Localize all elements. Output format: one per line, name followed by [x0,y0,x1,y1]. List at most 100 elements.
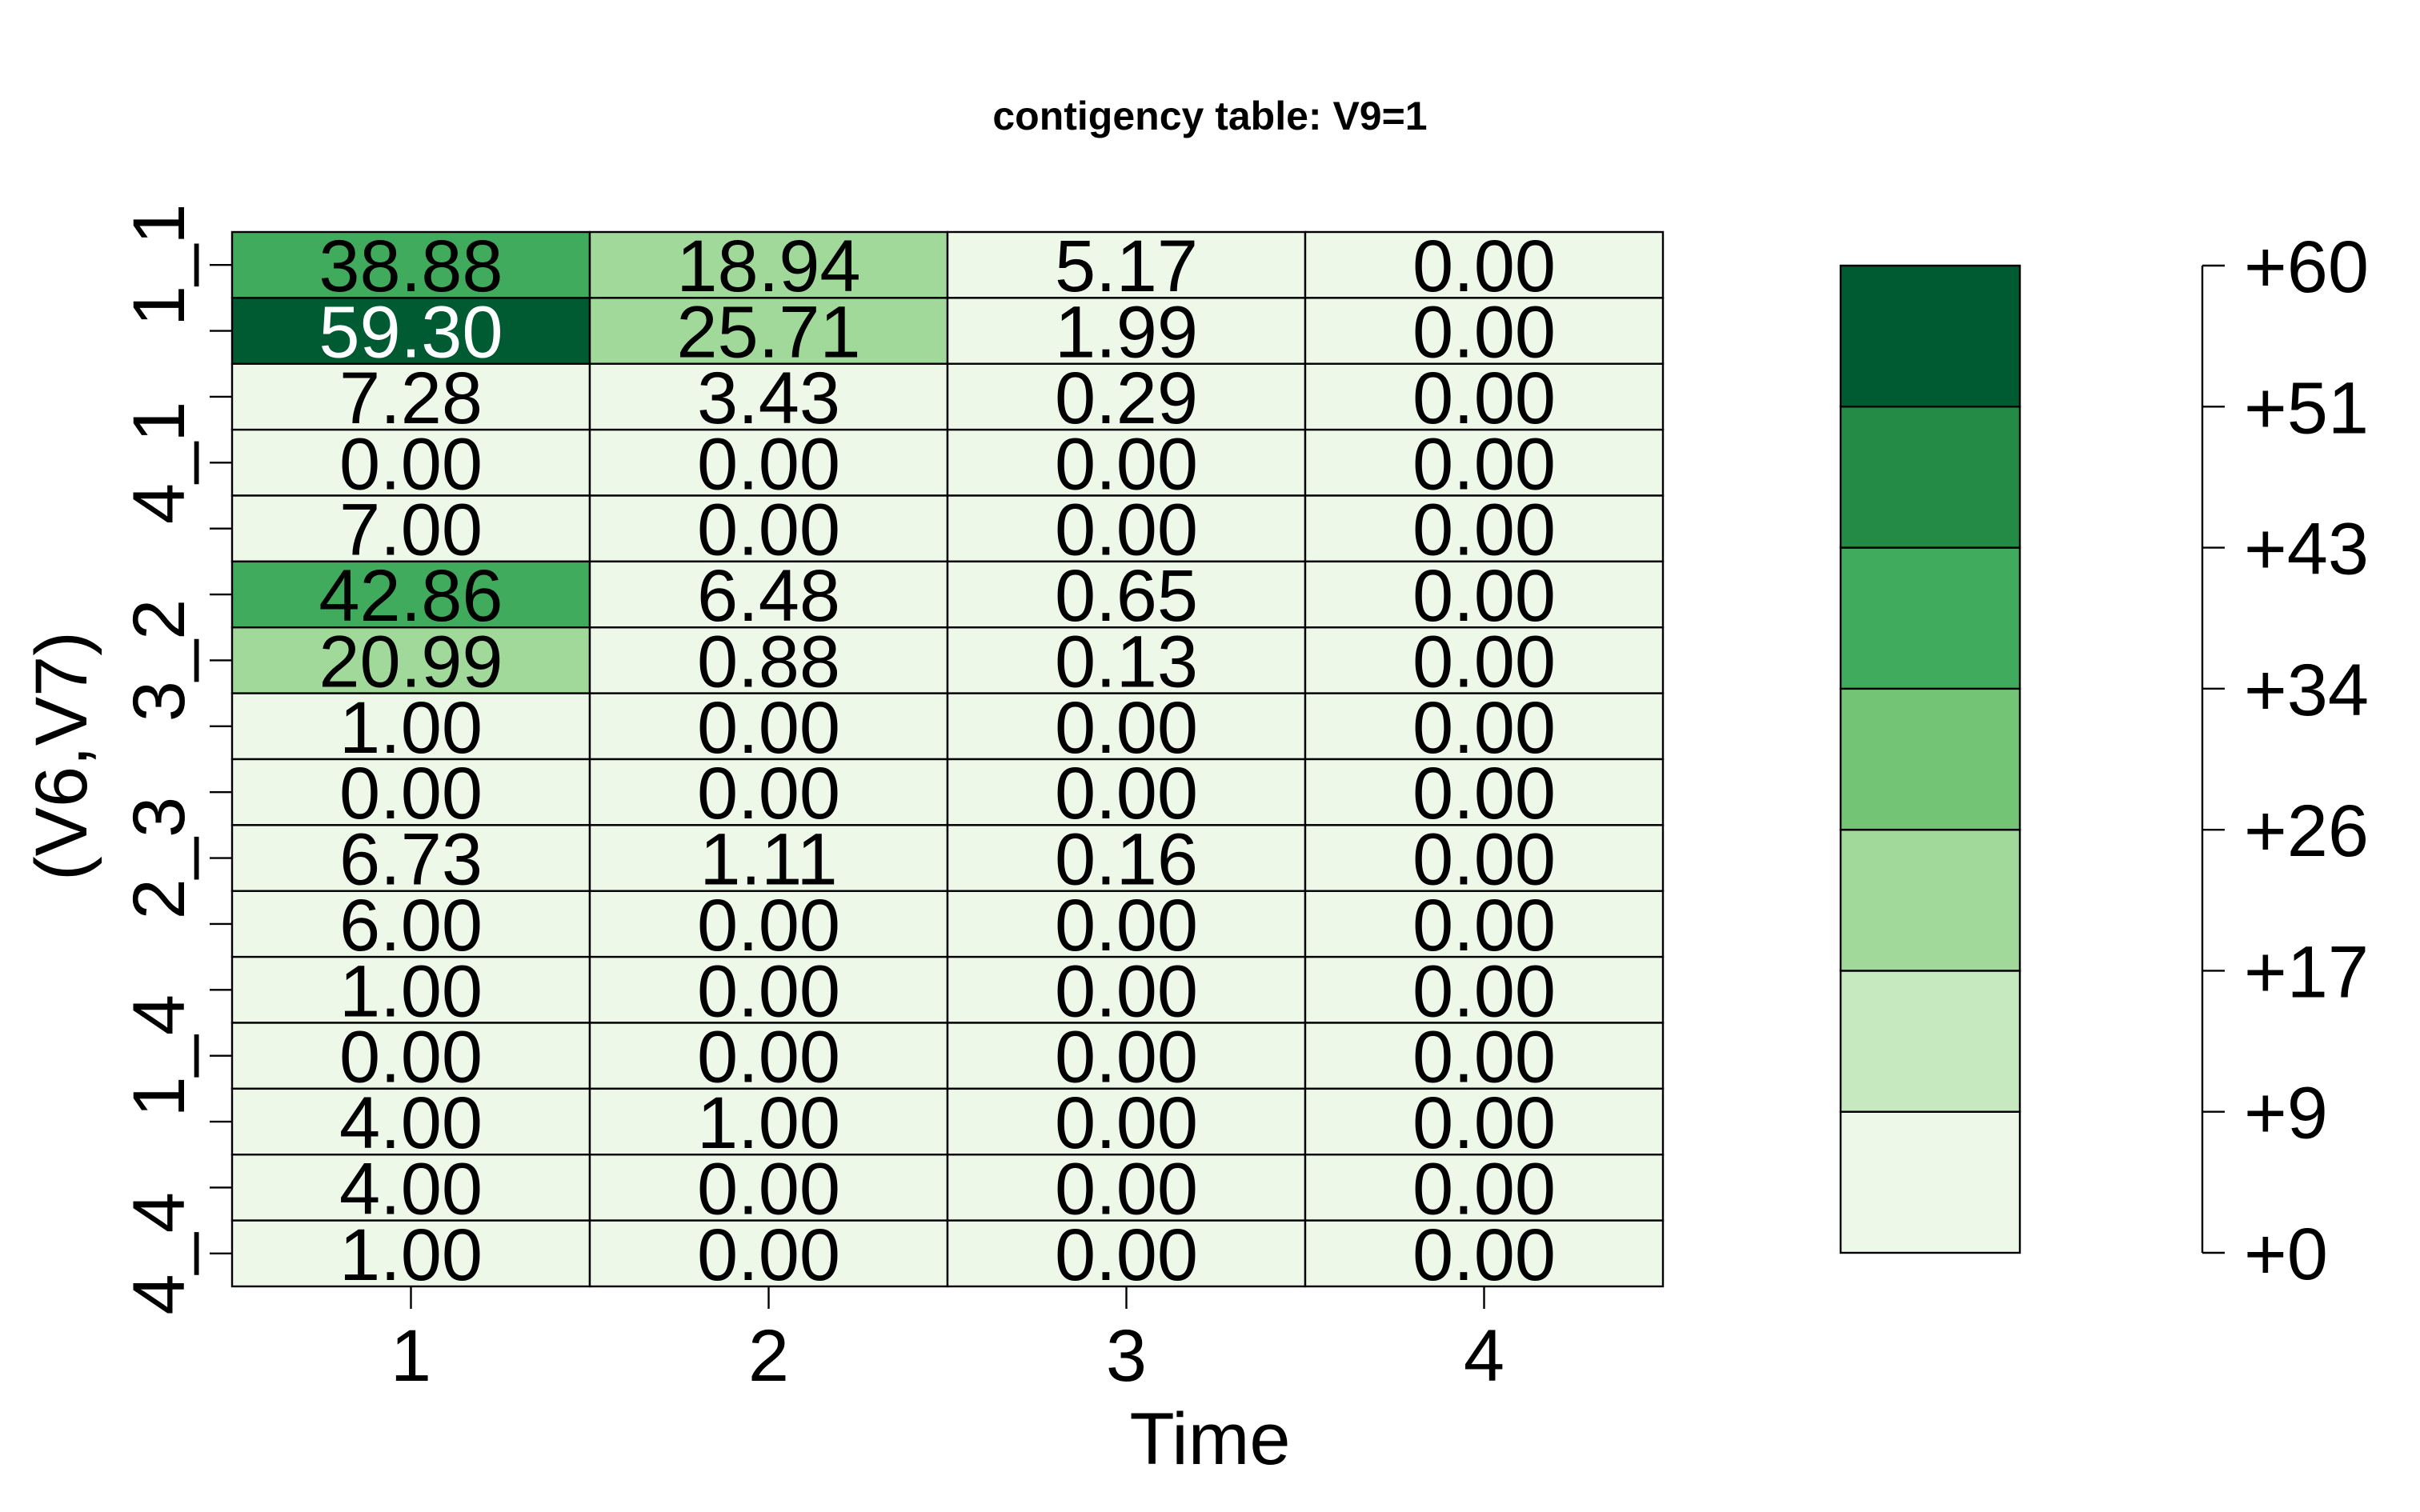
heatmap-cell [1304,1087,1665,1156]
cell-value-label: 0.00 [1412,687,1556,769]
y-tick-label: 4_4 [118,1192,200,1315]
cell-value-label: 7.28 [339,358,483,439]
cell-value-label: 0.00 [697,1214,840,1296]
cell-value-label: 0.00 [339,1017,483,1098]
cell-value-label: 0.00 [1412,1082,1556,1164]
heatmap-cell [946,955,1307,1024]
cell-value-label: 0.00 [1412,423,1556,505]
heatmap-cell [1304,824,1665,892]
cell-value-label: 0.13 [1055,621,1198,702]
cell-value-label: 0.00 [1055,950,1198,1032]
x-tick-label: 4 [1464,1315,1504,1397]
legend-swatch [1839,264,2021,408]
heatmap-cell [1304,692,1665,761]
cell-value-label: 0.00 [1412,1017,1556,1098]
heatmap-cell [946,1154,1307,1222]
cell-value-label: 7.00 [339,490,483,571]
heatmap-cell [946,758,1307,826]
cell-value-label: 0.00 [1055,1017,1198,1098]
y-tick-label: 2_3 [118,797,200,920]
heatmap-cell [588,230,949,299]
cell-value-label: 1.00 [697,1082,840,1164]
heatmap-cells: 38.88 18.94 5.17 0.00 59.30 25.71 1.99 0.00 7.28… [230,226,1665,1296]
cell-value-label: 18.94 [676,226,860,307]
heatmap-cell [588,1087,949,1156]
heatmap-cell [1304,626,1665,694]
cell-value-label: 6.73 [339,819,483,901]
heatmap-cell [946,824,1307,892]
cell-value-label: 1.00 [339,1214,483,1296]
color-legend: +0 +9 +17 +26 +34 +43 +51 +60 [1839,226,2369,1295]
cell-value-label: 0.29 [1055,358,1198,439]
heatmap-cell [230,1087,591,1156]
legend-swatch [1839,828,2021,972]
cell-value-label: 5.17 [1055,226,1198,307]
heatmap-cell [588,955,949,1024]
heatmap-cell [588,1219,949,1288]
cell-value-label: 25.71 [676,292,860,374]
chart-title: contigency table: V9=1 [992,94,1427,138]
cell-value-label: 0.00 [1412,490,1556,571]
cell-value-label: 4.00 [339,1082,483,1164]
legend-tick-label: +60 [2244,226,2369,308]
cell-value-label: 0.00 [1412,226,1556,307]
legend-swatch [1839,406,2021,549]
heatmap-cell [230,494,591,563]
x-axis: 1 2 3 4 [391,1286,1504,1397]
cell-value-label: 0.00 [697,423,840,505]
x-tick-label: 3 [1106,1315,1147,1397]
heatmap-cell [588,494,949,563]
cell-value-label: 0.00 [1055,753,1198,834]
cell-value-label: 0.65 [1055,555,1198,637]
heatmap-cell [946,494,1307,563]
heatmap-cell [1304,955,1665,1024]
cell-value-label: 0.00 [1412,292,1556,374]
legend-tick-label: +43 [2244,509,2369,590]
cell-value-label: 0.00 [1412,1148,1556,1230]
y-tick-label: 1_1 [118,203,200,326]
heatmap-cell [230,362,591,431]
cell-value-label: 4.00 [339,1148,483,1230]
y-tick-label: 3_2 [118,599,200,722]
heatmap-cell [588,758,949,826]
cell-value-label: 0.00 [1412,950,1556,1032]
cell-value-label: 0.00 [1412,885,1556,966]
cell-value-label: 0.00 [1055,423,1198,505]
cell-value-label: 0.00 [697,885,840,966]
cell-value-label: 0.00 [1055,1148,1198,1230]
cell-value-label: 42.86 [319,555,503,637]
cell-value-label: 3.43 [697,358,840,439]
heatmap-cell [230,692,591,761]
cell-value-label: 0.00 [1055,885,1198,966]
cell-value-label: 1.00 [339,687,483,769]
legend-tick-label: +26 [2244,790,2369,872]
heatmap-cell [1304,297,1665,365]
heatmap-cell [1304,758,1665,826]
cell-value-label: 59.30 [319,292,503,374]
cell-value-label: 0.00 [1412,621,1556,702]
legend-tick-label: +9 [2244,1073,2328,1154]
y-tick-label: 4_1 [118,402,200,525]
cell-value-label: 6.00 [339,885,483,966]
x-tick-label: 2 [748,1315,789,1397]
legend-tick-label: +34 [2244,650,2369,731]
legend-swatch [1839,1110,2021,1254]
heatmap-cell [1304,890,1665,958]
heatmap-cell [1304,362,1665,431]
cell-value-label: 1.99 [1055,292,1198,374]
y-axis-title: (V6,V7) [21,631,102,881]
legend-tick-label: +17 [2244,931,2369,1013]
cell-value-label: 0.00 [339,753,483,834]
heatmap-cell [588,428,949,497]
heatmap-cell [230,758,591,826]
heatmap-cell [230,560,591,629]
heatmap-cell [1304,428,1665,497]
y-axis: 1_1 4_1 3_2 2_3 1_4 4_4 [118,203,232,1315]
heatmap-cell [946,626,1307,694]
cell-value-label: 0.16 [1055,819,1198,901]
heatmap-cell [946,560,1307,629]
cell-value-label: 0.00 [1412,555,1556,637]
cell-value-label: 1.11 [699,819,837,901]
legend-swatch [1839,970,2021,1113]
